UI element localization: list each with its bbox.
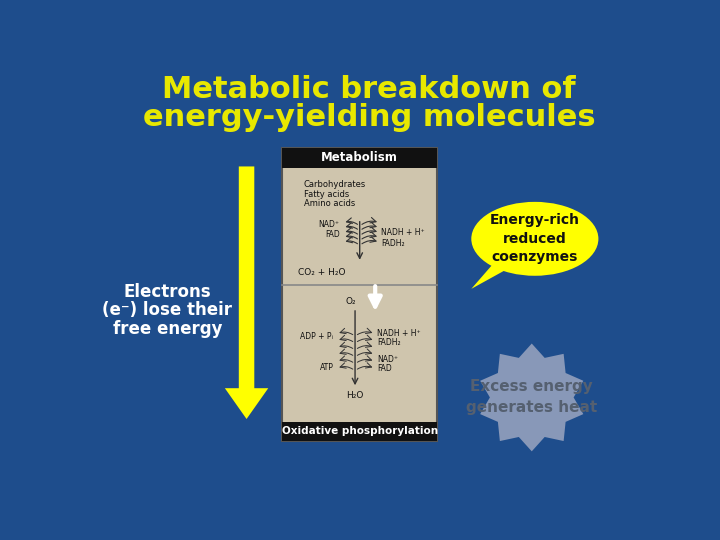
Text: Metabolism: Metabolism [321, 151, 398, 165]
Text: NADH + H⁺: NADH + H⁺ [377, 329, 420, 338]
Text: O₂: O₂ [345, 298, 356, 306]
Text: ATP: ATP [320, 363, 333, 372]
Text: FAD: FAD [325, 230, 340, 239]
Text: Excess energy
generates heat: Excess energy generates heat [466, 380, 598, 415]
Text: CO₂ + H₂O: CO₂ + H₂O [297, 268, 345, 277]
Text: H₂O: H₂O [346, 392, 364, 400]
Text: Energy-rich
reduced
coenzymes: Energy-rich reduced coenzymes [490, 213, 580, 264]
Bar [282, 148, 437, 441]
Text: NADH + H⁺: NADH + H⁺ [382, 228, 425, 237]
Text: energy-yielding molecules: energy-yielding molecules [143, 103, 595, 132]
Text: Electrons: Electrons [124, 283, 211, 301]
Text: Fatty acids: Fatty acids [304, 190, 349, 199]
Polygon shape [480, 343, 583, 451]
Text: NAD⁺: NAD⁺ [318, 220, 340, 230]
Text: FADH₂: FADH₂ [377, 338, 400, 347]
Text: Metabolic breakdown of: Metabolic breakdown of [162, 75, 576, 104]
Text: Carbohydrates: Carbohydrates [304, 180, 366, 190]
Text: free energy: free energy [113, 320, 222, 338]
Ellipse shape [472, 202, 598, 276]
Text: Oxidative phosphorylation: Oxidative phosphorylation [282, 426, 438, 436]
Text: Amino acids: Amino acids [304, 199, 355, 208]
Text: ADP + Pᵢ: ADP + Pᵢ [300, 332, 333, 341]
Text: FAD: FAD [377, 364, 392, 373]
Bar [282, 148, 437, 168]
Polygon shape [225, 166, 269, 419]
Bar [282, 422, 437, 441]
Polygon shape [472, 260, 513, 289]
Text: FADH₂: FADH₂ [382, 239, 405, 248]
Text: NAD⁺: NAD⁺ [377, 355, 397, 364]
Text: (e⁻) lose their: (e⁻) lose their [102, 301, 233, 320]
